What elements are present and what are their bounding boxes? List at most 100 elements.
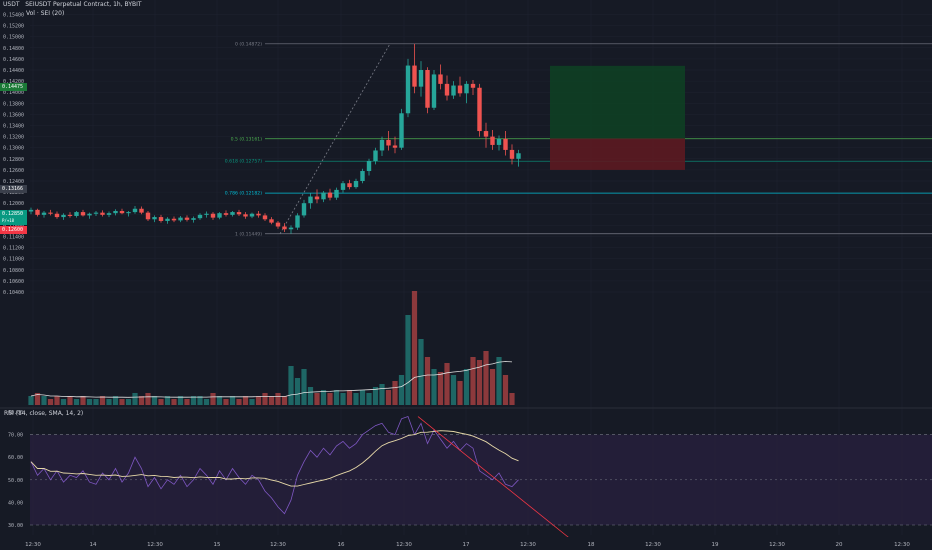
volume-bar xyxy=(255,396,262,405)
volume-bar xyxy=(301,369,307,405)
candle-body xyxy=(301,203,307,216)
candle-body xyxy=(373,150,378,162)
candle-body xyxy=(236,212,242,215)
rsi-pane[interactable]: 80.00 70.00 60.00 50.00 40.00 30.00 xyxy=(8,410,932,546)
candle-body xyxy=(145,212,151,220)
volume-bar xyxy=(437,372,444,405)
volume-bar xyxy=(210,393,216,405)
candle-body xyxy=(496,138,502,145)
volume-bar xyxy=(502,375,509,405)
volume-bar xyxy=(509,393,515,405)
candle-body xyxy=(288,227,294,230)
candle-body xyxy=(457,85,463,94)
candle-body xyxy=(347,183,352,188)
volume-bar xyxy=(80,396,86,405)
candle-body xyxy=(243,214,248,217)
time-tick-label: 12:30 xyxy=(147,542,163,548)
volume-bar xyxy=(268,396,275,405)
fib-level-label: 1 (0.11449) xyxy=(235,231,262,237)
volume-legend[interactable]: Vol · SEI (20) xyxy=(26,10,65,17)
volume-bar xyxy=(236,399,242,405)
candle-body xyxy=(223,213,229,215)
volume-bar xyxy=(372,387,379,405)
candle-body xyxy=(360,171,365,181)
candle-body xyxy=(509,149,515,159)
volume-bar xyxy=(216,396,223,405)
volume-bar xyxy=(112,396,119,405)
time-tick-label: 20 xyxy=(836,542,843,548)
volume-bar xyxy=(275,393,281,405)
volume-bar xyxy=(54,396,60,405)
volume-bar xyxy=(203,399,210,405)
time-tick-label: 16 xyxy=(338,542,345,548)
price-tick-label: 0.10400 xyxy=(3,290,24,296)
volume-bar xyxy=(470,357,476,405)
stop-zone[interactable] xyxy=(550,138,685,170)
rsi-tick-label: 40.00 xyxy=(8,500,23,506)
rsi-line xyxy=(30,415,519,515)
volume-bar xyxy=(145,393,151,405)
volume-bar xyxy=(392,381,398,405)
time-axis[interactable]: 12:30 14 12:30 15 12:30 16 12:30 17 12:30 18 12:30… xyxy=(0,537,932,550)
price-tick-label: 0.14400 xyxy=(3,68,24,74)
candle-body xyxy=(210,213,216,218)
candle-body xyxy=(61,214,66,218)
price-tick-label: 0.11200 xyxy=(3,246,24,252)
stop-price-tag: 0.12600 xyxy=(0,226,27,234)
candle-body xyxy=(106,213,112,215)
rsi-legend[interactable]: RSI (14, close, SMA, 14, 2) xyxy=(4,410,84,417)
candle-body xyxy=(165,218,170,221)
volume-bar xyxy=(119,399,125,405)
volume-bar xyxy=(346,390,353,405)
candle-body xyxy=(178,217,183,221)
candle-body xyxy=(464,83,469,94)
volume-bar xyxy=(138,396,145,405)
time-tick-label: 12:30 xyxy=(520,542,536,548)
candle-body xyxy=(48,212,53,214)
candle-body xyxy=(490,136,495,145)
current-price-tag: 0.13166 xyxy=(0,185,27,193)
volume-bar xyxy=(431,369,437,405)
volume-bar xyxy=(151,396,158,405)
candle-body xyxy=(483,131,489,137)
candle-body xyxy=(295,215,300,228)
long-position-tool[interactable] xyxy=(550,65,685,170)
volume-bar xyxy=(288,366,294,405)
candle-body xyxy=(353,181,359,188)
volume-bar xyxy=(463,369,470,405)
volume-bar xyxy=(67,396,73,405)
candle-body xyxy=(282,226,287,230)
candle-body xyxy=(28,209,34,212)
candle-body xyxy=(35,209,40,215)
volume-bar xyxy=(307,387,314,405)
fib-trend-line[interactable] xyxy=(279,43,391,234)
candle-body xyxy=(477,87,482,132)
rsi-trend-line[interactable] xyxy=(417,416,579,546)
candle-body xyxy=(392,145,398,148)
time-tick-label: 17 xyxy=(463,542,470,548)
candle-body xyxy=(269,219,274,223)
rsi-axis: 80.00 70.00 60.00 50.00 40.00 30.00 xyxy=(8,410,23,529)
rsi-tick-label: 30.00 xyxy=(8,523,23,529)
candle-body xyxy=(171,218,177,221)
entry-price-tag: 0.12850 xyxy=(0,210,27,218)
candle-body xyxy=(516,153,521,159)
volume-bar xyxy=(314,393,320,405)
candle-body xyxy=(197,214,203,219)
time-tick-label: 12:30 xyxy=(25,542,41,548)
target-zone[interactable] xyxy=(550,65,685,139)
volume-bar xyxy=(476,360,483,405)
time-tick-label: 14 xyxy=(90,542,97,548)
volume-bar xyxy=(340,393,346,405)
candle-body xyxy=(308,196,313,204)
candle-body xyxy=(444,83,450,96)
volume-bar xyxy=(177,396,184,405)
candle-body xyxy=(412,65,417,87)
symbol-title[interactable]: SEIUSDT Perpetual Contract, 1h, BYBIT xyxy=(25,1,142,8)
price-tick-label: 0.12200 xyxy=(3,190,24,196)
price-tick-label: 0.15000 xyxy=(3,35,24,41)
fib-level-label: 0.5 (0.13161) xyxy=(231,136,263,142)
price-axis[interactable]: 0.15400 0.15200 0.15000 0.14800 0.14600 0.144… xyxy=(3,13,24,297)
candle-body xyxy=(93,212,99,214)
